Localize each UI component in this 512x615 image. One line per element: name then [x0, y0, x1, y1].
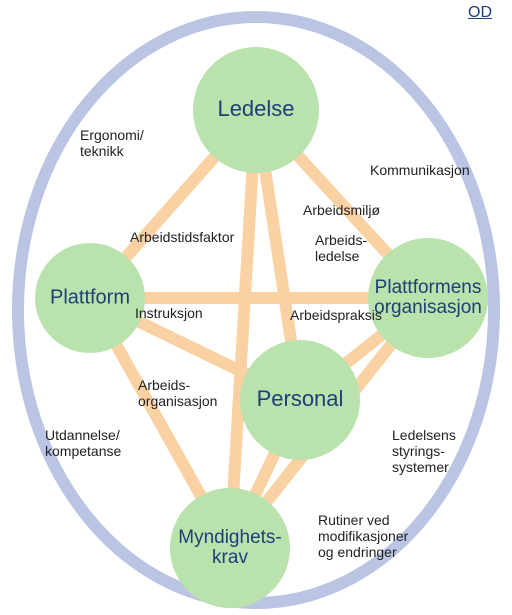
- edge-label-9: Ledelsens: [392, 427, 456, 443]
- edge-label-6: Arbeidspraksis: [290, 307, 382, 323]
- edge-label-2: Arbeidsmiljø: [303, 202, 380, 218]
- edge-ledelse-mynd: [230, 110, 256, 548]
- edge-label-5: Instruksjon: [135, 305, 203, 321]
- edge-label-1: Kommunikasjon: [370, 162, 470, 178]
- edge-label-0: teknikk: [80, 143, 125, 159]
- node-label: Ledelse: [217, 96, 294, 121]
- edge-label-8: Utdannelse/: [45, 427, 120, 443]
- node-pforg: Plattformensorganisasjon: [368, 238, 488, 358]
- edge-label-3: Arbeidstidsfaktor: [130, 229, 235, 245]
- edge-label-8: kompetanse: [45, 443, 121, 459]
- edge-label-0: Ergonomi/: [80, 127, 144, 143]
- node-label: Myndighets-: [178, 527, 282, 548]
- node-plattform: Plattform: [35, 243, 145, 353]
- node-mynd: Myndighets-krav: [170, 488, 290, 608]
- node-label: organisasjon: [374, 297, 482, 318]
- edge-label-9: styrings-: [392, 443, 445, 459]
- edge-label-9: systemer: [392, 459, 449, 475]
- node-ledelse: Ledelse: [193, 47, 319, 173]
- edge-label-10: modifikasjoner: [318, 528, 409, 544]
- node-label: Plattform: [50, 286, 130, 308]
- corner-label: OD: [468, 4, 492, 22]
- edge-label-10: Rutiner ved: [318, 512, 390, 528]
- edge-label-10: og endringer: [318, 544, 397, 560]
- node-personal: Personal: [240, 340, 360, 460]
- node-label: krav: [212, 547, 248, 568]
- edge-label-7: Arbeids-: [138, 377, 190, 393]
- edge-label-7: organisasjon: [138, 393, 217, 409]
- node-label: Personal: [257, 386, 344, 411]
- edge-label-4: ledelse: [315, 248, 360, 264]
- network-diagram: LedelsePlattformPlattformensorganisasjon…: [0, 0, 512, 615]
- node-label: Plattformens: [375, 277, 482, 298]
- edge-label-4: Arbeids-: [315, 232, 367, 248]
